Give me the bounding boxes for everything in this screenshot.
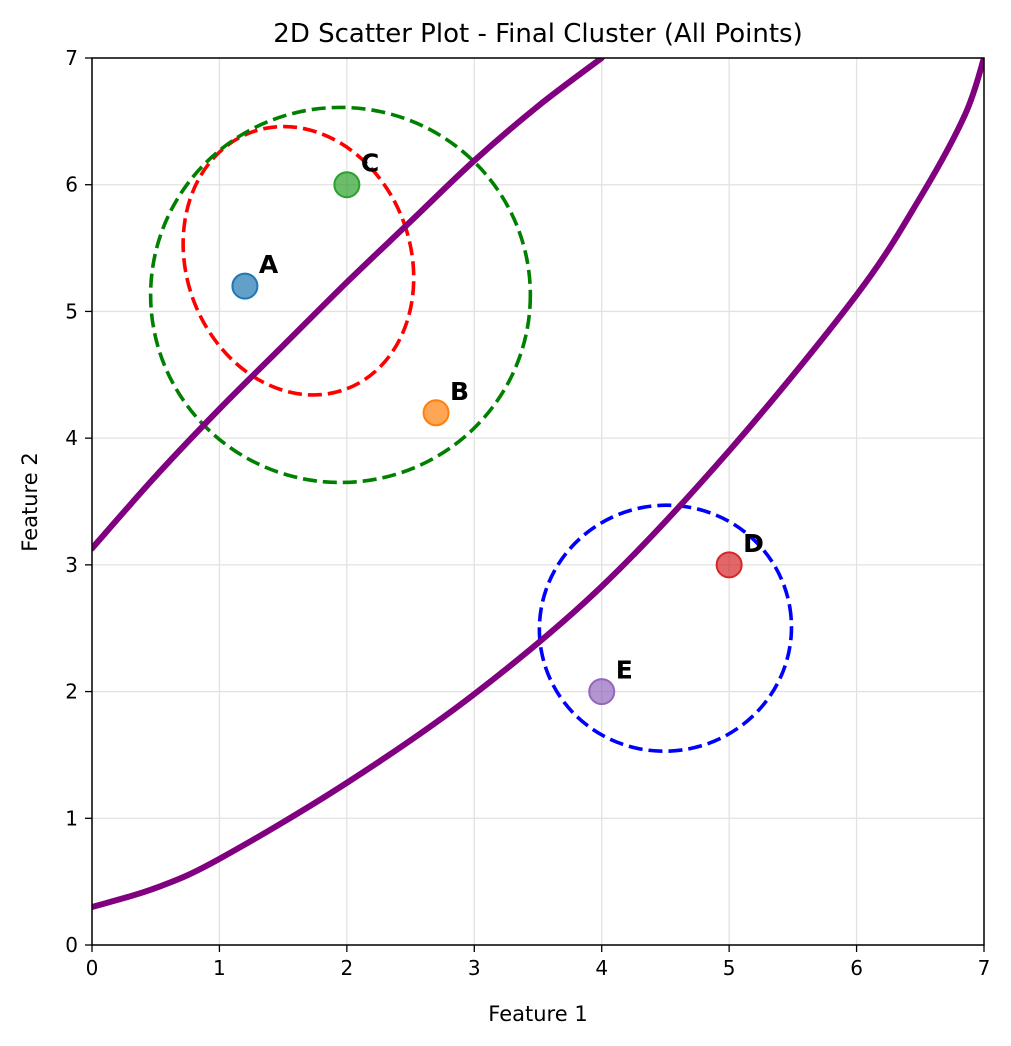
- y-axis-label: Feature 2: [18, 452, 42, 551]
- point-label-E: E: [616, 656, 633, 685]
- decision-boundary-1: [92, 58, 605, 552]
- point-A: [231, 272, 259, 300]
- y-tick-label: 0: [65, 933, 78, 957]
- point-label-C: C: [361, 149, 379, 178]
- cluster-ellipse-3: [537, 503, 794, 754]
- x-tick-label: 3: [468, 956, 481, 980]
- point-E: [588, 678, 616, 706]
- y-tick-label: 5: [65, 299, 78, 323]
- chart-title: 2D Scatter Plot - Final Cluster (All Poi…: [273, 19, 802, 49]
- x-tick-label: 2: [340, 956, 353, 980]
- y-tick-label: 3: [65, 553, 78, 577]
- x-tick-label: 6: [850, 956, 863, 980]
- decision-boundary-2: [92, 58, 984, 910]
- plot-frame: [91, 57, 985, 946]
- point-D: [715, 551, 743, 579]
- cluster-ellipse-2: [148, 105, 533, 485]
- y-tick-label: 4: [65, 426, 78, 450]
- point-label-B: B: [450, 377, 469, 406]
- point-label-A: A: [259, 250, 279, 279]
- x-tick-label: 7: [978, 956, 991, 980]
- x-tick-label: 5: [723, 956, 736, 980]
- x-tick-label: 0: [86, 956, 99, 980]
- cluster-ellipse-1: [181, 124, 416, 397]
- axis-ticks: 0 1 2 3 4 5 6 7 0 1 2 3 4 5 6 7: [65, 46, 990, 980]
- y-tick-label: 6: [65, 173, 78, 197]
- y-tick-label: 1: [65, 806, 78, 830]
- y-tick-label: 2: [65, 680, 78, 704]
- point-C: [333, 171, 361, 199]
- y-tick-label: 7: [65, 46, 78, 70]
- x-axis-label: Feature 1: [488, 1002, 587, 1026]
- point-B: [422, 399, 450, 427]
- plot-area: [92, 58, 984, 910]
- x-tick-label: 1: [213, 956, 226, 980]
- x-tick-label: 4: [595, 956, 608, 980]
- point-label-D: D: [743, 529, 764, 558]
